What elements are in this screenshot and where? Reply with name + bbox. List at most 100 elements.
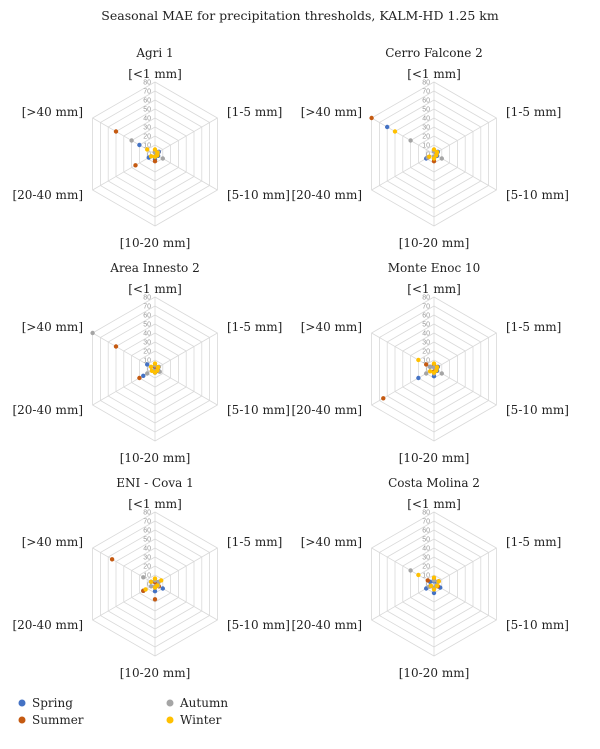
axis-label: [10-20 mm] [120, 666, 191, 680]
data-point-summer [381, 396, 386, 401]
axis-label: [5-10 mm] [506, 618, 569, 632]
radial-tick-label: 20 [422, 349, 430, 356]
data-point-autumn [439, 156, 444, 161]
radial-tick-label: 80 [143, 510, 151, 517]
data-point-spring [145, 362, 150, 367]
axis-label: [5-10 mm] [227, 188, 290, 202]
axis-label: [20-40 mm] [12, 188, 83, 202]
radial-tick-label: 50 [422, 537, 430, 544]
radial-tick-label: 50 [422, 107, 430, 114]
data-point-winter [152, 147, 158, 152]
data-point-autumn [141, 575, 146, 580]
axis-label: [1-5 mm] [506, 535, 561, 549]
data-point-summer [424, 362, 429, 367]
radial-tick-label: 20 [143, 564, 151, 571]
legend-label: Winter [180, 713, 222, 727]
grid-spoke [92, 117, 156, 155]
data-point-winter [428, 583, 434, 588]
legend-label: Spring [32, 696, 73, 710]
axis-label: [1-5 mm] [227, 105, 282, 119]
axis-label: [<1 mm] [128, 282, 182, 296]
axis-label: [>40 mm] [301, 320, 362, 334]
radial-tick-label: 0 [147, 367, 151, 374]
grid-spoke [371, 547, 435, 585]
data-point-autumn [129, 138, 134, 143]
radial-tick-label: 20 [143, 134, 151, 141]
grid-spoke [433, 547, 497, 585]
data-point-winter [392, 129, 398, 134]
data-point-winter [431, 361, 437, 366]
radial-tick-label: 10 [143, 143, 151, 150]
radial-tick-label: 30 [143, 125, 151, 132]
radial-tick-label: 10 [422, 143, 430, 150]
radar-panel: Agri 1 0 10 20 30 40 50 60 70 80[<1 mm] [1-5 mm] [5… [12, 46, 289, 250]
axis-label: [5-10 mm] [227, 403, 290, 417]
data-point-winter [152, 361, 158, 366]
radial-tick-label: 30 [422, 555, 430, 562]
data-point-winter [145, 147, 150, 152]
axis-label: [>40 mm] [22, 320, 83, 334]
data-point-summer [152, 597, 158, 602]
axis-label: [<1 mm] [407, 497, 461, 511]
data-point-winter [148, 364, 154, 369]
radial-tick-label: 70 [143, 304, 151, 311]
legend: Spring Summer Autumn Winter [18, 696, 228, 727]
radial-tick-label: 10 [143, 573, 151, 580]
grid-spoke [154, 368, 218, 406]
grid-spoke [371, 332, 435, 370]
data-point-winter [416, 572, 421, 578]
radial-tick-label: 0 [426, 367, 430, 374]
legend-marker [18, 716, 26, 724]
radial-tick-label: 60 [422, 313, 430, 320]
legend-marker [18, 699, 26, 707]
radial-tick-label: 10 [143, 358, 151, 365]
grid-spoke [154, 153, 218, 191]
axis-label: [10-20 mm] [399, 666, 470, 680]
radial-tick-label: 70 [143, 519, 151, 526]
radial-tick-label: 40 [422, 331, 430, 338]
grid-spoke [433, 332, 497, 370]
radial-tick-label: 50 [422, 322, 430, 329]
radial-tick-label: 70 [422, 519, 430, 526]
data-point-winter [143, 587, 148, 592]
grid-spoke [433, 368, 497, 406]
data-point-autumn [90, 330, 95, 336]
radial-tick-label: 30 [422, 125, 430, 132]
panel-title: Area Innesto 2 [109, 261, 199, 275]
data-point-spring [416, 375, 421, 381]
axis-label: [5-10 mm] [506, 188, 569, 202]
data-point-summer [425, 578, 430, 583]
radial-tick-label: 30 [422, 340, 430, 347]
axis-label: [>40 mm] [22, 535, 83, 549]
data-point-winter [434, 583, 440, 588]
radial-tick-label: 10 [422, 358, 430, 365]
grid-spoke [92, 153, 156, 191]
radial-tick-label: 60 [143, 98, 151, 105]
legend-label: Autumn [179, 696, 228, 710]
data-point-winter [431, 156, 437, 161]
data-point-winter [152, 154, 158, 159]
data-point-winter [159, 578, 164, 583]
data-point-spring [431, 590, 437, 596]
radial-tick-label: 60 [143, 313, 151, 320]
legend-marker [166, 716, 174, 724]
grid-spoke [433, 583, 497, 621]
legend-label: Summer [32, 713, 84, 727]
radial-tick-label: 30 [143, 340, 151, 347]
radial-tick-label: 30 [143, 555, 151, 562]
legend-marker [166, 699, 174, 707]
panel-title: ENI - Cova 1 [116, 476, 193, 490]
grid-spoke [371, 117, 435, 155]
data-point-autumn [427, 364, 433, 369]
grid-spoke [154, 332, 218, 370]
data-point-autumn [160, 156, 165, 161]
grid-spoke [371, 153, 435, 191]
axis-label: [10-20 mm] [120, 451, 191, 465]
radial-tick-label: 60 [422, 98, 430, 105]
data-point-autumn [145, 371, 150, 376]
axis-label: [<1 mm] [128, 497, 182, 511]
radial-tick-label: 40 [143, 331, 151, 338]
panel-title: Cerro Falcone 2 [385, 46, 483, 60]
